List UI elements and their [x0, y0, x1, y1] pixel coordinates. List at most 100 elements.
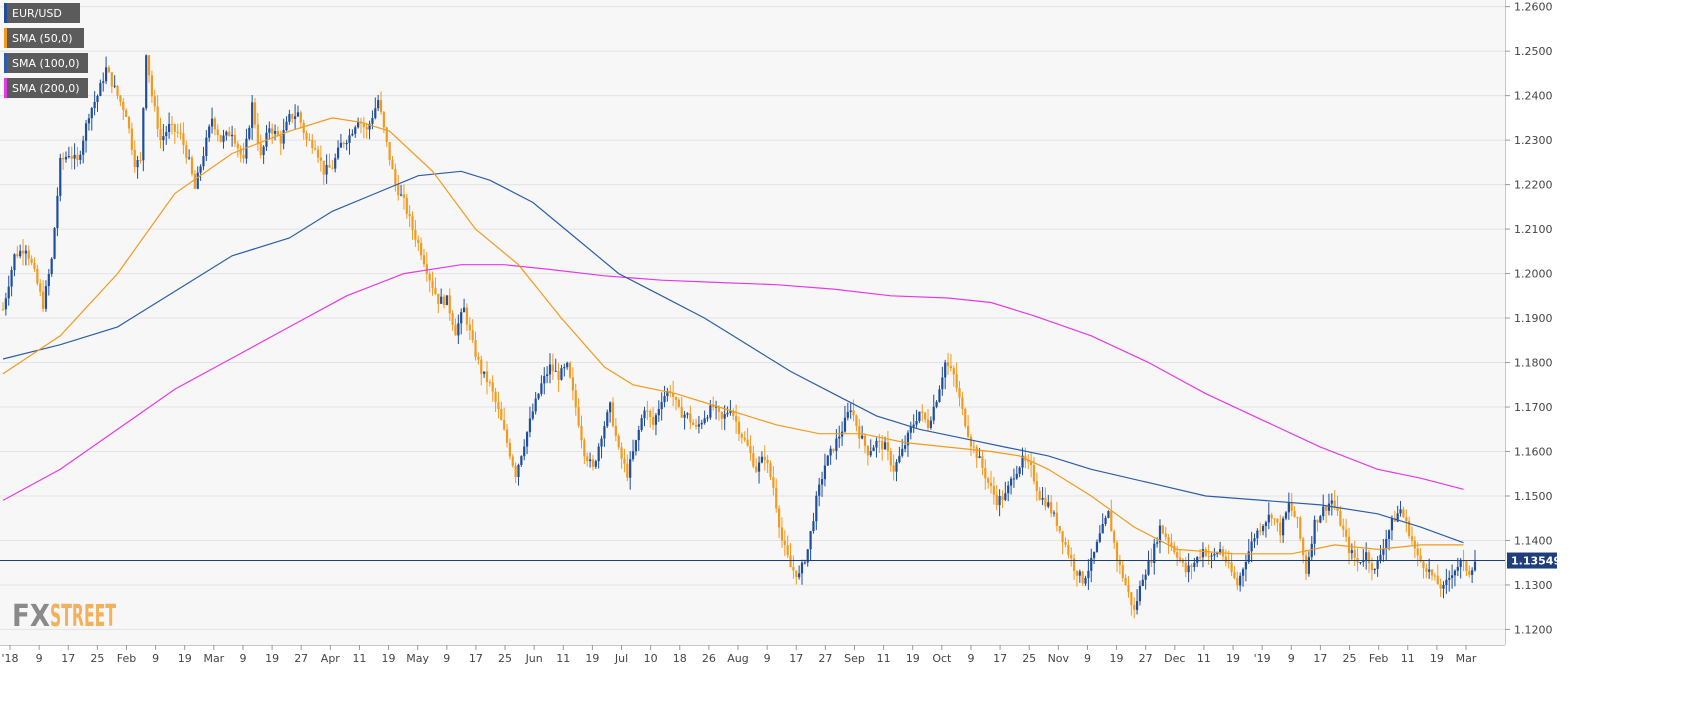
- candle-body: [448, 295, 451, 314]
- candle: [1336, 495, 1339, 516]
- candle: [477, 352, 480, 365]
- candle: [1345, 518, 1348, 542]
- candle-body: [408, 213, 411, 217]
- candle: [437, 293, 440, 314]
- candle-body: [692, 422, 695, 425]
- candle-body: [1241, 569, 1245, 576]
- candle-body: [1453, 570, 1457, 576]
- candle-body: [282, 130, 285, 144]
- candle-body: [1018, 467, 1021, 474]
- candle-body: [348, 135, 351, 143]
- candle: [1087, 559, 1090, 590]
- candle-body: [485, 371, 489, 383]
- candle: [1436, 564, 1439, 585]
- candle-body: [1032, 465, 1036, 482]
- candle-body: [694, 424, 698, 427]
- candle: [1181, 558, 1184, 568]
- candle: [863, 433, 867, 454]
- candle: [10, 266, 13, 297]
- candle: [1075, 570, 1079, 587]
- x-tick-label: Jul: [614, 652, 628, 665]
- candle-body: [210, 118, 214, 127]
- candle-body: [1058, 526, 1061, 532]
- candle: [1471, 567, 1474, 583]
- candle: [1236, 571, 1239, 591]
- candle: [471, 319, 474, 344]
- candle-body: [952, 368, 955, 375]
- candle: [780, 517, 784, 548]
- candle: [543, 367, 546, 395]
- candle: [202, 146, 205, 171]
- candle: [130, 122, 133, 156]
- candle-body: [431, 280, 434, 288]
- candle-body: [27, 250, 30, 259]
- candle: [929, 416, 932, 430]
- candle: [1365, 542, 1368, 570]
- legend-item: EUR/USD: [4, 3, 80, 23]
- candle-body: [1078, 571, 1081, 576]
- candle: [399, 184, 403, 197]
- candle-body: [815, 495, 818, 522]
- candle-body: [411, 216, 414, 230]
- candle-body: [1161, 525, 1164, 534]
- candle: [611, 397, 615, 428]
- candle-body: [892, 465, 895, 472]
- candle-body: [1256, 530, 1259, 539]
- candle-body: [1379, 554, 1382, 561]
- candle-body: [107, 67, 111, 73]
- candle: [1021, 447, 1024, 476]
- candle-body: [1158, 525, 1162, 543]
- candle-body: [1428, 569, 1431, 572]
- candle: [1009, 476, 1013, 495]
- candle-body: [926, 419, 930, 428]
- candle-body: [451, 313, 454, 325]
- candle-body: [1342, 525, 1345, 530]
- candle-body: [1327, 503, 1331, 511]
- candle-body: [1055, 512, 1058, 527]
- candle: [918, 411, 921, 424]
- candle: [1293, 506, 1296, 518]
- candle: [271, 123, 274, 145]
- candle-body: [1090, 557, 1093, 571]
- candle-body: [488, 382, 491, 384]
- candle: [1167, 534, 1170, 555]
- candle-body: [600, 438, 603, 447]
- sma-200-line: [2, 264, 1464, 501]
- candle: [345, 139, 348, 151]
- candle-body: [663, 396, 666, 403]
- candle: [1422, 560, 1425, 579]
- candle: [82, 135, 85, 164]
- candle: [620, 442, 623, 469]
- candle-body: [929, 420, 932, 428]
- candle-body: [620, 447, 623, 459]
- candle-body: [1115, 542, 1119, 561]
- candle-body: [56, 195, 59, 229]
- candle-body: [1273, 518, 1276, 520]
- candle-body: [239, 148, 242, 155]
- candle: [405, 194, 408, 219]
- candle-body: [1224, 556, 1227, 563]
- candle: [485, 361, 489, 395]
- candle-body: [1336, 507, 1339, 512]
- candle-body: [717, 406, 721, 412]
- candle-body: [1287, 503, 1290, 513]
- candle-body: [1007, 485, 1010, 494]
- candle-body: [1264, 522, 1268, 527]
- candle: [520, 455, 523, 467]
- candle-body: [19, 250, 22, 257]
- candle-body: [382, 112, 385, 128]
- candle-body: [978, 456, 981, 459]
- candle-body: [285, 121, 288, 131]
- candle-body: [912, 424, 915, 427]
- candle: [462, 298, 466, 313]
- candle-body: [566, 362, 569, 368]
- candle: [67, 146, 70, 159]
- candle: [391, 156, 394, 170]
- candle: [1, 302, 5, 311]
- candle-body: [795, 570, 798, 578]
- candle-body: [737, 421, 741, 435]
- candle-body: [41, 291, 45, 309]
- candle: [162, 124, 165, 152]
- candle-body: [1133, 605, 1136, 610]
- candle-body: [1210, 555, 1213, 557]
